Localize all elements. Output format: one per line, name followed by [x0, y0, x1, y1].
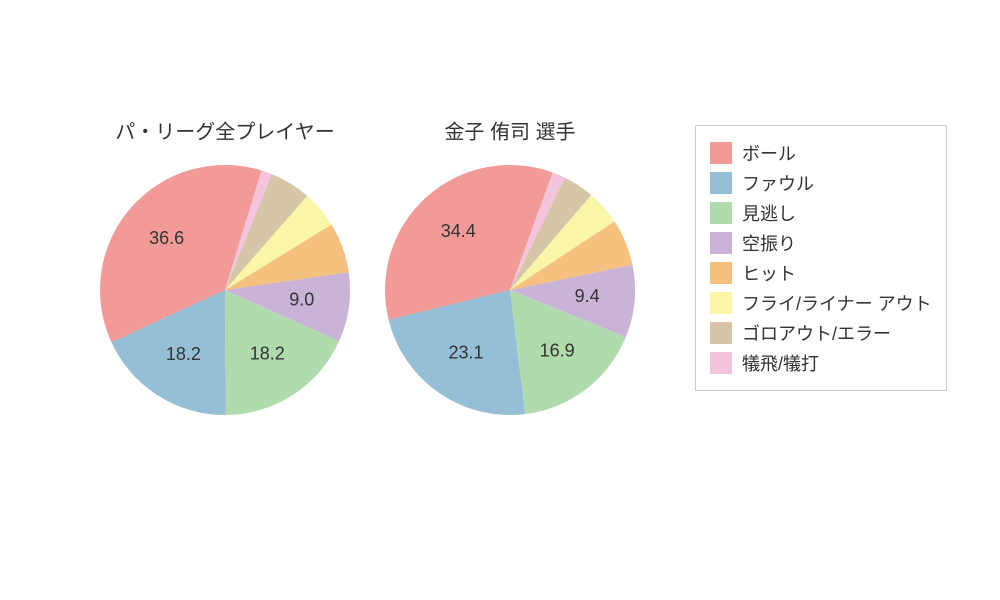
legend-label-hit: ヒット: [742, 260, 796, 286]
legend-label-swing: 空振り: [742, 230, 796, 256]
legend-item-foul: ファウル: [710, 170, 932, 196]
pie-value-label-ball: 36.6: [149, 228, 184, 248]
pie-title-player: 金子 侑司 選手: [444, 116, 575, 145]
legend-item-hit: ヒット: [710, 260, 932, 286]
pie-chart-player: 34.4 23.1 16.9 9.4: [383, 163, 637, 417]
pie-value-label-look: 18.2: [250, 344, 285, 364]
legend-label-look: 見逃し: [742, 200, 796, 226]
legend-swatch-swing: [710, 232, 732, 254]
legend-label-fly: フライ/ライナー アウト: [742, 290, 932, 316]
legend-label-foul: ファウル: [742, 170, 814, 196]
legend-swatch-fly: [710, 292, 732, 314]
pie-value-label-swing: 9.4: [575, 286, 600, 306]
pie-value-label-ball: 34.4: [441, 221, 476, 241]
legend-label-ball: ボール: [742, 140, 796, 166]
pie-value-label-look: 16.9: [540, 340, 575, 360]
legend: ボールファウル見逃し空振りヒットフライ/ライナー アウトゴロアウト/エラー犠飛/…: [695, 125, 947, 391]
pie-value-label-foul: 23.1: [448, 343, 483, 363]
legend-item-look: 見逃し: [710, 200, 932, 226]
legend-item-swing: 空振り: [710, 230, 932, 256]
legend-swatch-look: [710, 202, 732, 224]
legend-label-ground: ゴロアウト/エラー: [742, 320, 891, 346]
legend-swatch-sac: [710, 352, 732, 374]
legend-swatch-ground: [710, 322, 732, 344]
pie-title-league: パ・リーグ全プレイヤー: [115, 116, 334, 145]
legend-item-ball: ボール: [710, 140, 932, 166]
legend-label-sac: 犠飛/犠打: [742, 350, 819, 376]
pie-value-label-foul: 18.2: [166, 344, 201, 364]
legend-swatch-foul: [710, 172, 732, 194]
legend-swatch-hit: [710, 262, 732, 284]
legend-swatch-ball: [710, 142, 732, 164]
legend-item-sac: 犠飛/犠打: [710, 350, 932, 376]
legend-item-ground: ゴロアウト/エラー: [710, 320, 932, 346]
pie-value-label-swing: 9.0: [289, 290, 314, 310]
chart-container: パ・リーグ全プレイヤー 金子 侑司 選手 36.6 18.2 18.2 9.0 34.…: [0, 0, 1000, 600]
legend-item-fly: フライ/ライナー アウト: [710, 290, 932, 316]
pie-chart-league: 36.6 18.2 18.2 9.0: [98, 163, 352, 417]
